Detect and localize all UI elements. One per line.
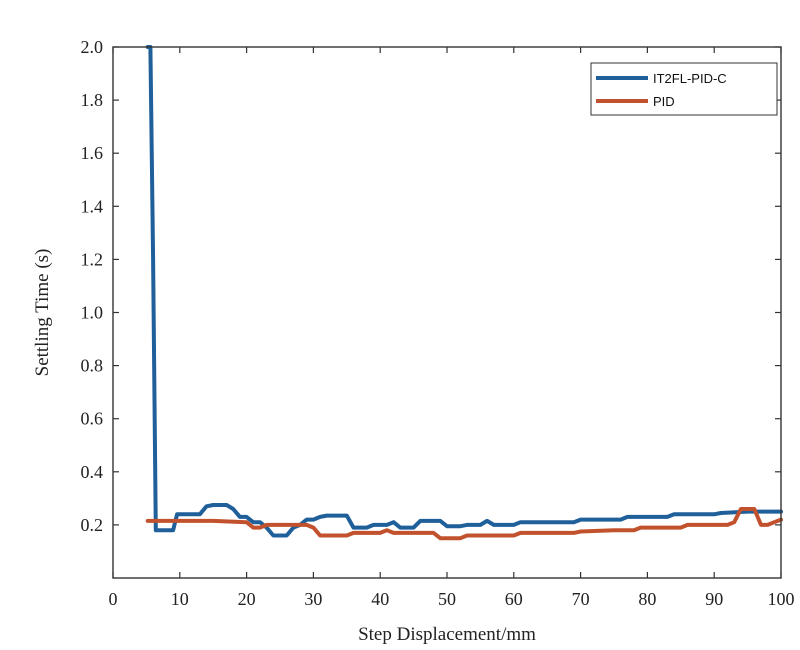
x-tick-label-100: 100 (768, 589, 795, 609)
x-tick-label-80: 80 (638, 589, 656, 609)
legend-label-it2fl-pid-c: IT2FL-PID-C (653, 71, 727, 86)
legend-box (590, 62, 778, 116)
x-tick-label-20: 20 (238, 589, 256, 609)
x-tick-label-60: 60 (505, 589, 523, 609)
x-tick-label-70: 70 (572, 589, 590, 609)
x-tick-label-30: 30 (304, 589, 322, 609)
y-tick-label-1.6: 1.6 (81, 143, 104, 163)
x-tick-label-90: 90 (705, 589, 723, 609)
y-tick-label-0.8: 0.8 (81, 356, 104, 376)
y-axis-title: Settling Time (s) (32, 249, 53, 377)
legend-label-pid: PID (653, 94, 675, 109)
legend: IT2FL-PID-C PID (590, 62, 778, 116)
y-tick-label-1.2: 1.2 (81, 249, 104, 269)
y-tick-label-0.6: 0.6 (81, 409, 104, 429)
y-tick-label-1.0: 1.0 (81, 303, 104, 323)
y-tick-label-2.0: 2.0 (81, 37, 104, 57)
x-axis-title: Step Displacement/mm (358, 624, 536, 645)
y-tick-label-0.4: 0.4 (81, 462, 104, 482)
series-line-pid (145, 507, 783, 541)
x-tick-label-40: 40 (371, 589, 389, 609)
y-tick-label-0.2: 0.2 (81, 515, 104, 535)
x-tick-label-50: 50 (438, 589, 456, 609)
y-tick-label-1.4: 1.4 (81, 196, 104, 216)
series-line-it2fl-pid-c (145, 45, 783, 538)
x-tick-label-10: 10 (171, 589, 189, 609)
x-tick-label-0: 0 (109, 589, 118, 609)
y-tick-label-1.8: 1.8 (81, 90, 104, 110)
